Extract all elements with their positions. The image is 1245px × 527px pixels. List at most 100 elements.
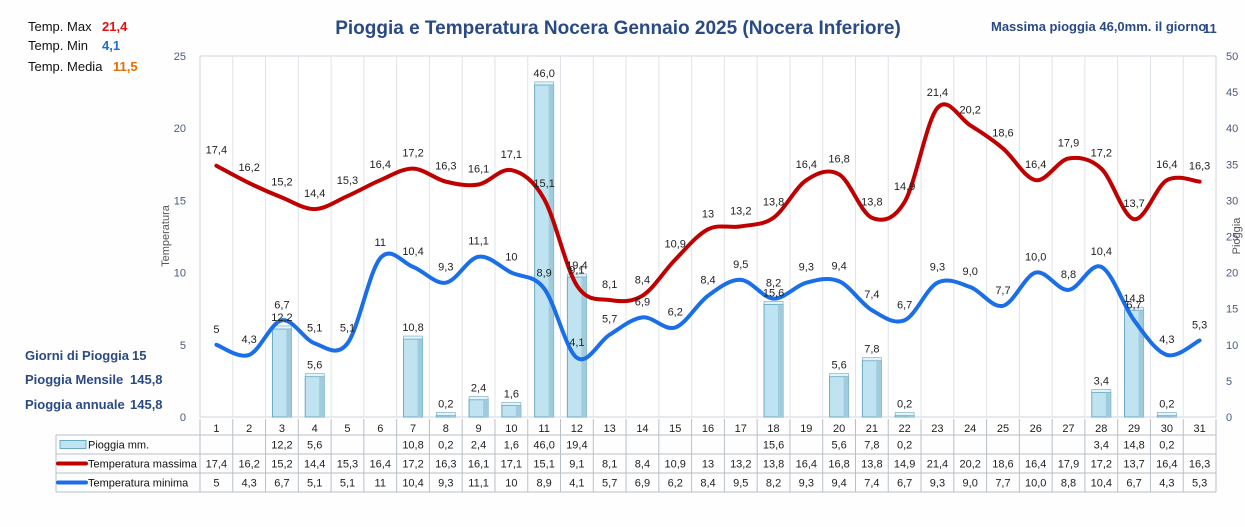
rain-bar-side — [286, 328, 292, 417]
rain-data-label: 5,6 — [307, 360, 322, 372]
grid-layer — [199, 55, 1217, 418]
table-cell: 5,3 — [1192, 478, 1207, 490]
rain-bar-top — [1124, 306, 1144, 311]
axis-ticks: 0 5 10 15 20 25 0 5 10 15 20 25 30 35 40 45 50 — [174, 51, 1239, 424]
table-cell: 7,7 — [995, 478, 1010, 490]
y2-tick-label: 40 — [1226, 123, 1238, 135]
table-cell: 6,2 — [668, 478, 683, 490]
tmax-data-label: 14,4 — [304, 188, 325, 200]
tmax-data-label: 14,9 — [894, 181, 915, 193]
table-cell: 14,9 — [894, 459, 915, 471]
tmin-data-label: 11 — [375, 237, 386, 249]
x-tick-label: 31 — [1193, 423, 1205, 435]
y2-tick-label: 25 — [1226, 232, 1238, 244]
table-cell: 18,6 — [992, 459, 1013, 471]
rain-bar-side — [1138, 310, 1144, 417]
table-cell: 10,4 — [402, 478, 423, 490]
monthly-rain-label: Pioggia Mensile — [25, 372, 123, 387]
max-rain-day: 11 — [1203, 21, 1217, 36]
tmin-data-label: 6,9 — [635, 296, 650, 308]
tmax-data-label: 8,1 — [602, 279, 617, 291]
table-cell: 7,8 — [864, 440, 879, 452]
table-cell: 8,9 — [536, 478, 551, 490]
legend-label: Temperatura minima — [88, 478, 189, 490]
annual-rain-value: 145,8 — [130, 397, 163, 412]
y2-tick-label: 0 — [1226, 412, 1232, 424]
y-tick-label: 20 — [174, 123, 186, 135]
rain-data-label: 2,4 — [471, 383, 486, 395]
table-cell: 17,2 — [1091, 459, 1112, 471]
rain-bar-side — [1105, 392, 1111, 417]
rain-bar-side — [581, 276, 587, 417]
tmax-data-label: 16,4 — [1156, 159, 1177, 171]
table-cell: 6,9 — [635, 478, 650, 490]
rain-bar-top — [862, 357, 882, 361]
x-tick-label: 18 — [767, 423, 779, 435]
table-cell: 8,1 — [602, 459, 617, 471]
rain-bar-side — [876, 360, 882, 417]
tmin-data-label: 9,3 — [930, 262, 945, 274]
tmax-data-label: 17,4 — [206, 145, 227, 157]
table-cell: 15,3 — [337, 459, 358, 471]
tmin-data-label: 8,9 — [536, 267, 551, 279]
table-cell: 12,2 — [271, 440, 292, 452]
table-cell: 15,2 — [271, 459, 292, 471]
tmin-data-label: 5 — [213, 324, 219, 336]
table-cell: 14,8 — [1123, 440, 1144, 452]
tmin-data-label: 9,4 — [831, 260, 846, 272]
tmin-data-label: 10,4 — [1091, 246, 1112, 258]
table-cell: 13 — [702, 459, 714, 471]
data-table: 1 2 3 4 5 6 7 8 9 10 11 12 13 14 15 16 17 18 19 20 21 22 23 24 2… — [55, 419, 1217, 493]
rain-data-label: 0,2 — [438, 399, 453, 411]
tmax-data-label: 13,7 — [1123, 198, 1144, 210]
rain-bar-side — [548, 84, 554, 417]
table-cell: 15,1 — [533, 459, 554, 471]
tmin-data-label: 10 — [505, 252, 517, 264]
x-tick-label: 4 — [312, 423, 318, 435]
rain-data-label: 19,4 — [566, 260, 587, 272]
tmax-data-label: 13,8 — [861, 197, 882, 209]
table-cell: 8,8 — [1061, 478, 1076, 490]
table-cell: 5,6 — [831, 440, 846, 452]
tmax-data-label: 13,8 — [763, 197, 784, 209]
chart-title: Pioggia e Temperatura Nocera Gennaio 202… — [335, 18, 901, 39]
table-cell: 4,3 — [242, 478, 257, 490]
tmax-value: 21,4 — [102, 19, 128, 34]
rain-bar-top — [763, 301, 784, 305]
data-labels: 17,4 16,2 15,2 14,4 15,3 16,4 17,2 16,3 16,1 17,1… — [206, 68, 1211, 411]
x-tick-label: 27 — [1062, 423, 1074, 435]
tmax-data-label: 18,6 — [992, 127, 1013, 139]
legend-key-rain — [59, 440, 87, 449]
tmax-data-label: 17,1 — [501, 149, 522, 161]
x-tick-label: 21 — [866, 423, 878, 435]
table-cell: 10,0 — [1025, 478, 1046, 490]
x-tick-label: 20 — [833, 423, 845, 435]
tmax-data-label: 21,4 — [927, 87, 948, 99]
y2-tick-label: 15 — [1226, 304, 1238, 316]
x-tick-label: 5 — [344, 423, 350, 435]
tmin-data-label: 6,7 — [274, 299, 289, 311]
rain-bar-top — [304, 373, 325, 377]
table-cell: 9,5 — [733, 478, 748, 490]
x-tick-label: 28 — [1095, 423, 1107, 435]
table-cell: 2,4 — [471, 440, 486, 452]
table-cell: 16,4 — [1156, 459, 1177, 471]
rain-bar-top — [894, 412, 915, 416]
table-cell: 16,4 — [796, 459, 817, 471]
tmax-data-label: 15,1 — [533, 178, 554, 190]
table-cell: 5,1 — [307, 478, 322, 490]
tmin-value: 4,1 — [102, 38, 120, 53]
rain-bar-side — [778, 304, 784, 417]
table-cell: 10,4 — [1091, 478, 1112, 490]
table-cell: 0,2 — [897, 440, 912, 452]
table-cell: 21,4 — [927, 459, 948, 471]
rain-bar-top — [501, 402, 522, 406]
table-cell: 5,6 — [307, 440, 322, 452]
rain-bar-top — [403, 335, 423, 340]
tmax-label: Temp. Max — [28, 19, 92, 34]
tmax-data-label: 16,8 — [828, 153, 849, 165]
table-cell: 10 — [505, 478, 517, 490]
tmin-line — [214, 251, 1202, 362]
temp-lines — [214, 102, 1202, 362]
